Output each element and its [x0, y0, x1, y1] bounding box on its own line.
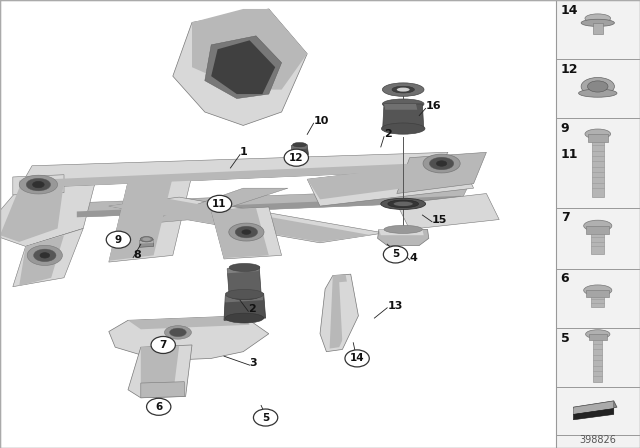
Ellipse shape — [429, 157, 454, 170]
Ellipse shape — [236, 226, 258, 238]
Text: 11: 11 — [561, 148, 578, 161]
Polygon shape — [19, 235, 64, 286]
Polygon shape — [211, 207, 282, 259]
Polygon shape — [224, 293, 266, 320]
Polygon shape — [378, 229, 429, 246]
Text: 3: 3 — [250, 358, 257, 368]
Ellipse shape — [423, 154, 460, 173]
Text: 6: 6 — [561, 272, 569, 285]
Polygon shape — [379, 229, 424, 235]
Polygon shape — [13, 228, 83, 287]
Ellipse shape — [392, 86, 415, 93]
Polygon shape — [591, 297, 604, 307]
Polygon shape — [192, 9, 307, 90]
Ellipse shape — [242, 230, 251, 234]
Text: 1: 1 — [240, 147, 248, 157]
Text: 7: 7 — [561, 211, 570, 224]
Ellipse shape — [140, 237, 153, 242]
Text: 9: 9 — [115, 235, 122, 245]
Circle shape — [284, 149, 308, 166]
Ellipse shape — [225, 289, 264, 299]
Circle shape — [207, 195, 232, 212]
Ellipse shape — [586, 330, 610, 339]
Polygon shape — [225, 293, 264, 302]
Polygon shape — [383, 104, 424, 128]
Ellipse shape — [584, 285, 612, 296]
Ellipse shape — [164, 326, 191, 339]
Text: 14: 14 — [561, 4, 578, 17]
Ellipse shape — [292, 142, 307, 147]
Ellipse shape — [28, 246, 63, 265]
Ellipse shape — [581, 78, 614, 95]
Polygon shape — [593, 340, 602, 382]
Text: 6: 6 — [155, 402, 163, 412]
Polygon shape — [0, 181, 64, 242]
Polygon shape — [109, 177, 173, 261]
Polygon shape — [128, 316, 250, 329]
Polygon shape — [13, 175, 64, 195]
Polygon shape — [586, 226, 609, 234]
Polygon shape — [211, 40, 275, 94]
Polygon shape — [589, 334, 607, 340]
Text: 11: 11 — [212, 199, 227, 209]
FancyBboxPatch shape — [556, 0, 640, 448]
Polygon shape — [141, 188, 288, 224]
Polygon shape — [227, 267, 261, 296]
Polygon shape — [339, 281, 355, 343]
Polygon shape — [140, 240, 154, 244]
Ellipse shape — [397, 87, 410, 91]
Ellipse shape — [579, 89, 617, 97]
Polygon shape — [573, 409, 614, 420]
Ellipse shape — [581, 19, 614, 26]
Polygon shape — [307, 162, 454, 199]
Ellipse shape — [229, 263, 260, 271]
Polygon shape — [397, 152, 486, 194]
Ellipse shape — [26, 178, 51, 191]
Ellipse shape — [33, 181, 44, 188]
Polygon shape — [384, 104, 417, 110]
Text: 12: 12 — [289, 153, 303, 163]
Ellipse shape — [588, 81, 608, 92]
Polygon shape — [128, 345, 192, 398]
Ellipse shape — [383, 83, 424, 96]
Polygon shape — [77, 196, 461, 217]
Ellipse shape — [40, 253, 50, 258]
Text: 14: 14 — [350, 353, 364, 363]
Polygon shape — [109, 197, 384, 243]
Polygon shape — [573, 401, 614, 414]
Ellipse shape — [383, 99, 424, 109]
Polygon shape — [330, 275, 353, 349]
Polygon shape — [140, 240, 154, 247]
Text: 8: 8 — [133, 250, 141, 260]
Text: 10: 10 — [314, 116, 329, 126]
Polygon shape — [320, 274, 358, 352]
Circle shape — [383, 246, 408, 263]
Text: 7: 7 — [159, 340, 167, 350]
Ellipse shape — [584, 220, 612, 231]
Circle shape — [147, 398, 171, 415]
Polygon shape — [141, 382, 184, 398]
Polygon shape — [77, 188, 467, 217]
Polygon shape — [0, 179, 96, 246]
Polygon shape — [307, 161, 474, 206]
Text: 16: 16 — [426, 101, 441, 111]
Polygon shape — [19, 163, 435, 188]
Polygon shape — [141, 346, 179, 397]
Polygon shape — [592, 142, 604, 197]
Text: 398826: 398826 — [579, 435, 616, 445]
Polygon shape — [291, 145, 308, 155]
Polygon shape — [109, 175, 192, 262]
Ellipse shape — [381, 123, 425, 134]
Polygon shape — [109, 316, 269, 361]
Text: 5: 5 — [561, 332, 570, 345]
Polygon shape — [227, 267, 259, 273]
Polygon shape — [573, 401, 617, 414]
Circle shape — [106, 231, 131, 248]
Ellipse shape — [143, 237, 151, 241]
Polygon shape — [173, 9, 307, 125]
Ellipse shape — [381, 198, 426, 209]
Polygon shape — [593, 23, 603, 34]
Text: 9: 9 — [561, 122, 569, 135]
Polygon shape — [211, 208, 269, 258]
